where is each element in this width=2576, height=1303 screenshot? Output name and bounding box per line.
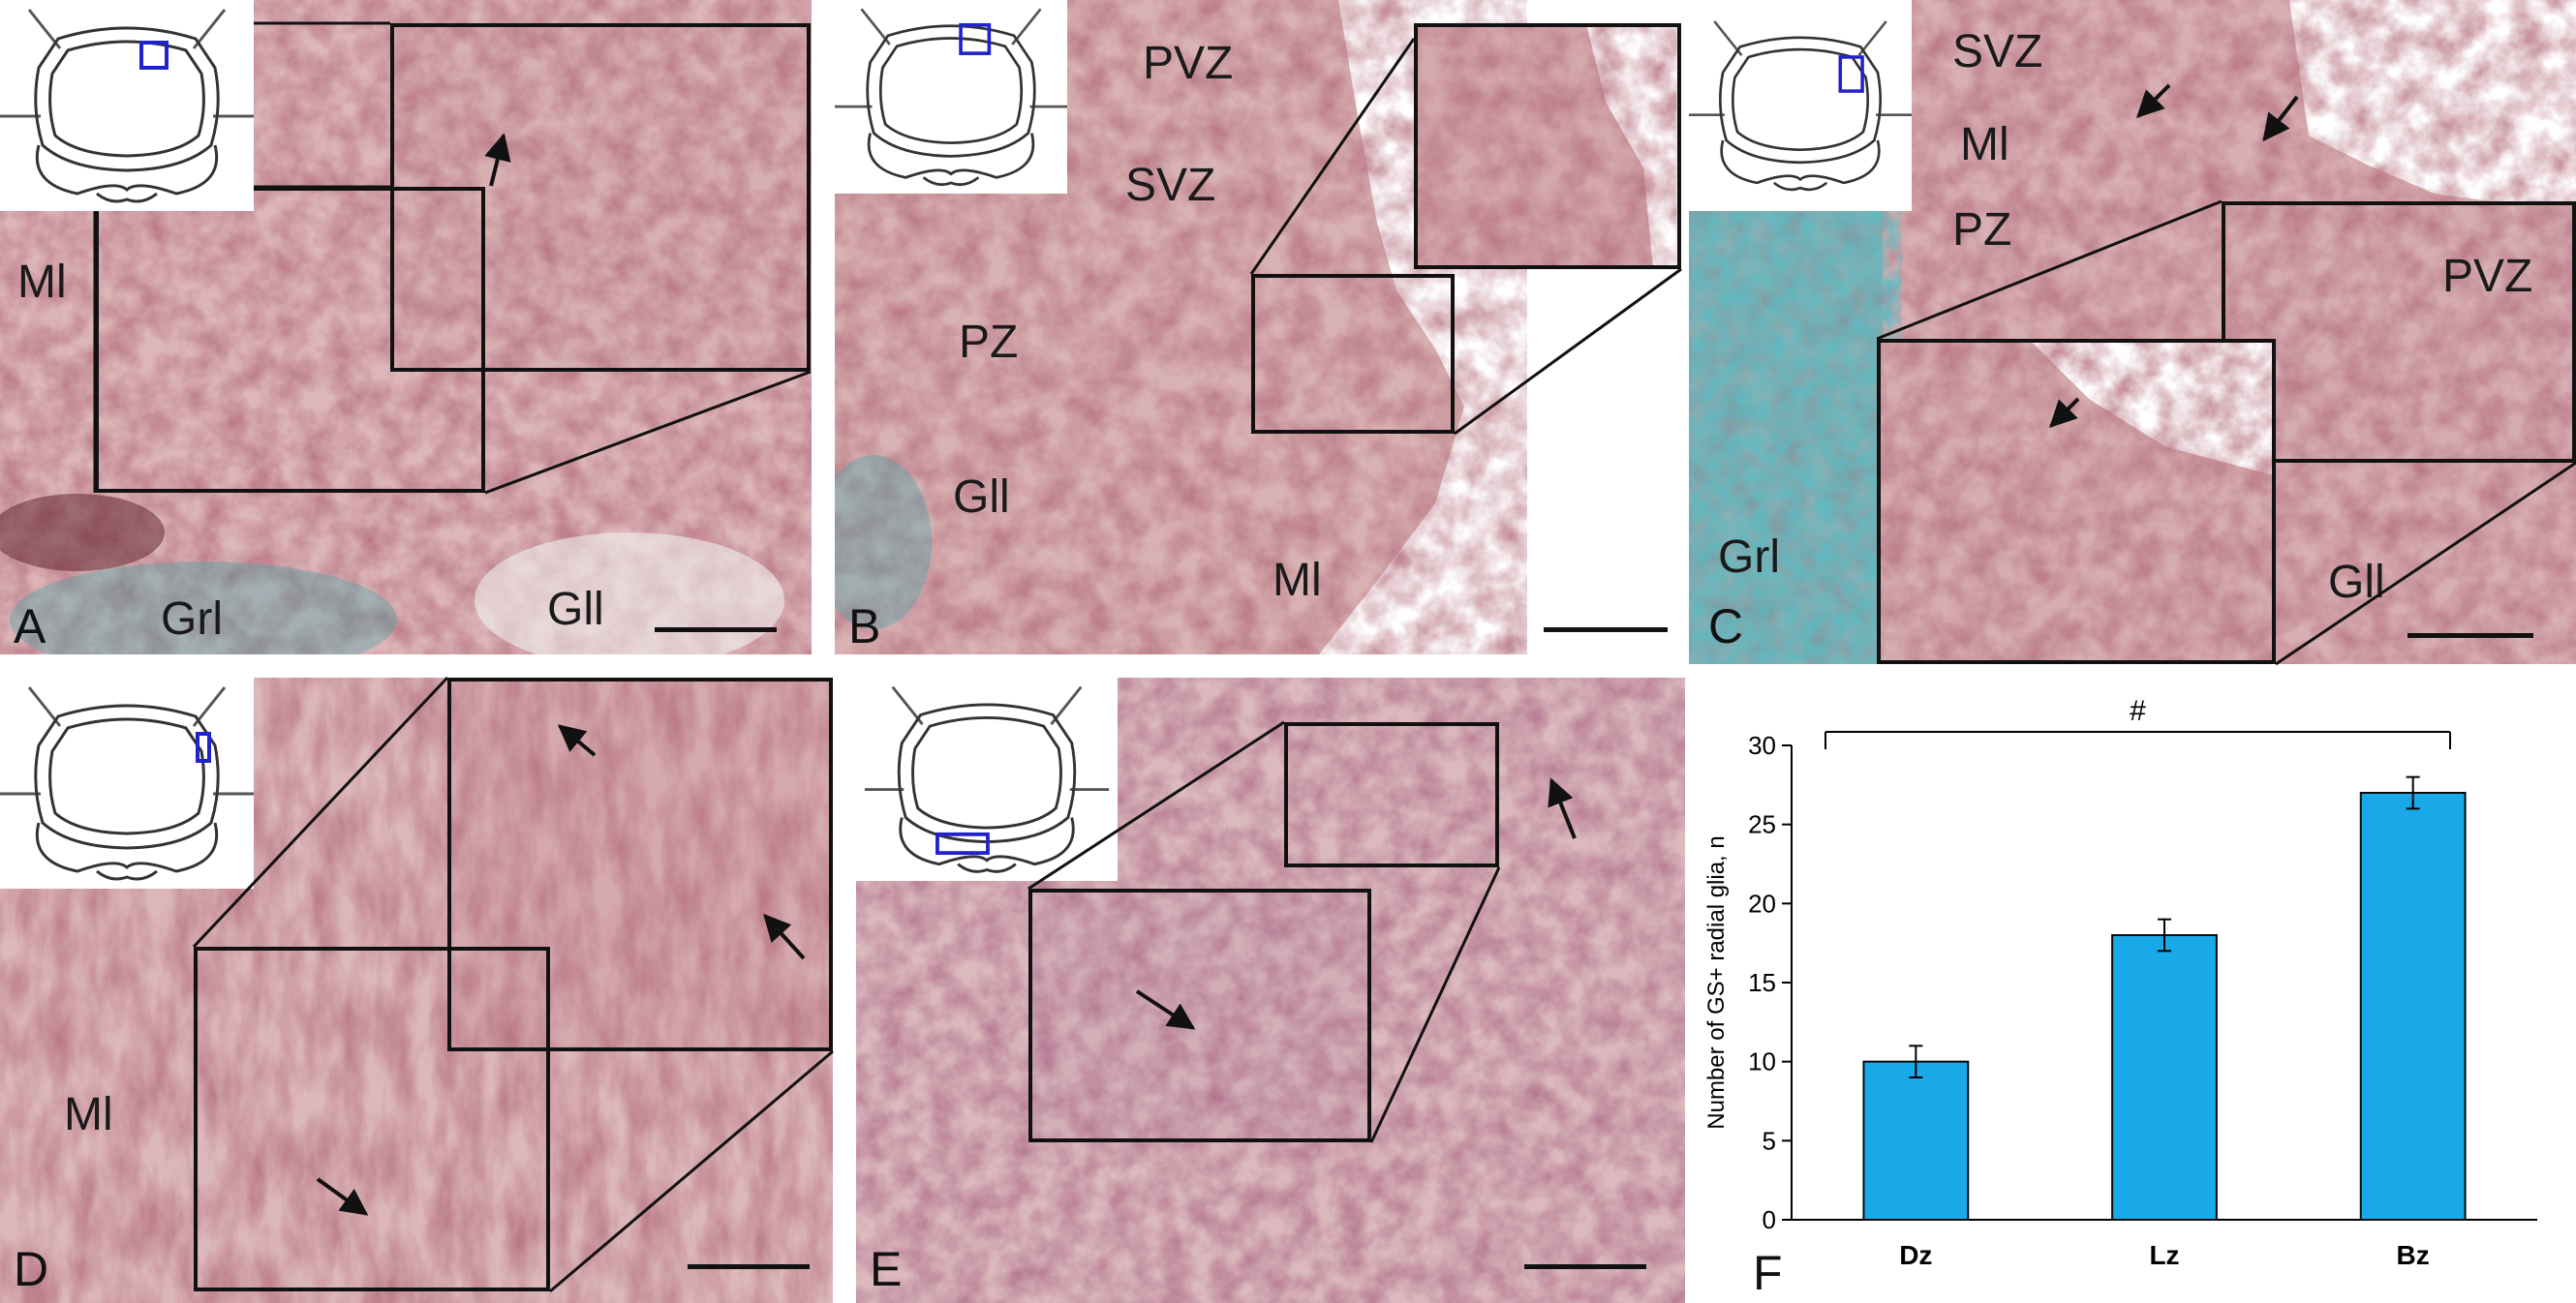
brain-schematic-c [1689,0,1912,211]
label-pz: PZ [1952,204,2012,256]
y-tick-label: 10 [1748,1047,1776,1076]
y-tick-label: 0 [1763,1205,1776,1234]
x-tick-label: Bz [2397,1240,2430,1270]
brain-schematic-a [0,0,254,211]
bar-chart-f: 0 5 10 15 20 25 30 Number of GS+ radial glia, n… [1685,678,2576,1303]
y-tick-label: 15 [1748,968,1776,997]
label-gll: Gll [2328,557,2385,608]
significance-label: # [2130,695,2146,727]
scale-bar-d [688,1264,810,1269]
panel-a: Ml Grl Gll A [0,0,812,654]
y-tick-label: 25 [1748,810,1776,839]
label-pz: PZ [959,317,1019,368]
panel-letter-f: F [1753,1246,1783,1300]
inset-c-upper [2222,201,2576,463]
y-tick-label: 5 [1763,1126,1776,1155]
inset-c-lower [1877,339,2276,664]
brain-schematic-e [856,678,1118,881]
scale-bar-b [1544,627,1668,632]
brain-schematic-d [0,678,254,889]
inset-e [1028,889,1371,1142]
roi-box-d [194,947,550,1291]
label-svz: SVZ [1125,160,1216,211]
roi-box-e [1284,722,1499,867]
label-ml: Ml [1960,119,2009,170]
brain-schematic-b [835,0,1067,194]
label-ml: Ml [1273,555,1322,606]
inset-a [390,23,811,372]
panel-letter-c: C [1708,599,1744,653]
x-tick-label: Lz [2149,1240,2179,1270]
roi-box-a [95,187,485,493]
roi-box-b [1251,274,1455,434]
y-tick-label: 20 [1748,889,1776,918]
scale-bar-a [655,627,777,632]
panel-letter-e: E [870,1242,903,1296]
panel-d: Ml D [0,678,833,1303]
scale-bar-e [1524,1264,1646,1269]
inset-d [447,678,833,1051]
label-grl: Grl [1718,531,1780,583]
label-svz: SVZ [1952,26,2043,77]
label-pvz: PVZ [2442,251,2533,302]
panel-c: SVZ Ml PZ PVZ Grl Gll C [1689,0,2576,664]
x-tick-label: Dz [1899,1240,1932,1270]
scale-bar-c [2407,633,2533,638]
y-axis-label: Number of GS+ radial glia, n [1703,835,1730,1129]
bar-bz [2359,792,2467,1221]
inset-b [1414,23,1681,269]
bar-lz [2111,934,2218,1221]
panel-letter-a: A [14,599,46,653]
label-ml: Ml [17,257,67,308]
label-gll: Gll [547,584,604,635]
panel-letter-d: D [14,1242,49,1296]
label-pvz: PVZ [1143,38,1234,89]
label-gll: Gll [953,471,1010,523]
y-tick-label: 30 [1748,731,1776,760]
label-ml: Ml [64,1089,113,1140]
panel-letter-b: B [848,599,881,653]
label-grl: Grl [161,593,223,645]
panel-e: E [856,678,1685,1303]
bar-dz [1862,1060,1970,1221]
panel-b: PVZ SVZ PZ Gll Ml B [835,0,1687,654]
